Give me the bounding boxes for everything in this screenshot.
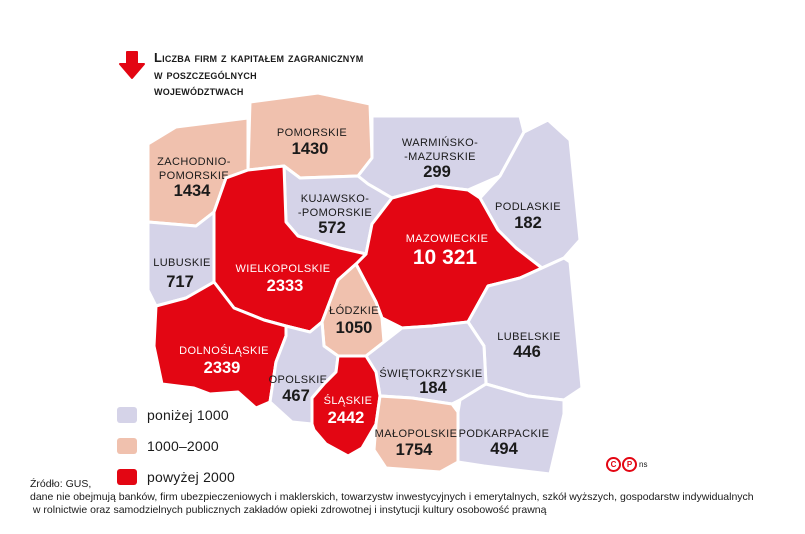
source-line-2: dane nie obejmują banków, firm ubezpiecz… [30, 491, 754, 503]
region-slaskie[interactable]: ŚLĄSKIE 2442 [310, 354, 382, 458]
region-name: WIELKOPOLSKIE [235, 263, 330, 275]
region-value: 717 [166, 273, 194, 291]
region-value: 1050 [336, 319, 373, 337]
region-value: 1754 [396, 441, 434, 459]
map-title: Liczba firm z kapitałem zagranicznym w p… [154, 50, 363, 100]
region-value: 572 [318, 219, 346, 237]
region-value: 2442 [328, 409, 365, 427]
region-pomorskie[interactable]: POMORSKIE 1430 [246, 91, 374, 180]
region-name-2: POMORSKIE [159, 170, 229, 182]
region-malopolskie[interactable]: MAŁOPOLSKIE 1754 [372, 394, 460, 474]
region-value: 2333 [267, 277, 304, 295]
region-value: 1434 [174, 182, 212, 200]
region-value: 1430 [292, 140, 329, 158]
map-legend: poniżej 1000 1000–2000 powyżej 2000 [117, 402, 235, 495]
region-name: ŚLĄSKIE [324, 394, 373, 407]
title-line-1: Liczba firm z kapitałem zagranicznym [154, 50, 364, 65]
legend-label-low: poniżej 1000 [147, 407, 229, 423]
down-arrow-icon [119, 51, 145, 79]
title-line-3: województwach [154, 83, 244, 98]
legend-label-mid: 1000–2000 [147, 438, 219, 454]
region-name: OPOLSKIE [269, 374, 328, 386]
region-name: LUBUSKIE [153, 257, 211, 269]
region-podkarpackie[interactable]: PODKARPACKIE 494 [456, 382, 566, 476]
legend-item-mid: 1000–2000 [117, 433, 235, 459]
region-value: 2339 [204, 359, 241, 377]
region-name: ŁÓDZKIE [329, 304, 379, 317]
region-name: MAZOWIECKIE [406, 233, 489, 245]
region-value: 446 [513, 343, 541, 361]
logo-suffix: ns [639, 460, 648, 469]
source-note: Źródło: GUS, dane nie obejmują banków, f… [30, 478, 754, 517]
region-name: ZACHODNIO- [157, 156, 231, 168]
source-line-1: Źródło: GUS, [30, 478, 92, 490]
region-value: 467 [282, 387, 310, 405]
legend-swatch-mid [117, 438, 137, 454]
legend-swatch-high [117, 469, 137, 485]
legend-label-high: powyżej 2000 [147, 469, 236, 485]
legend-item-low: poniżej 1000 [117, 402, 235, 428]
publisher-logo: C P ns [606, 457, 647, 472]
region-name: KUJAWSKO- [301, 193, 370, 205]
region-value: 184 [419, 379, 447, 397]
legend-item-high: powyżej 2000 [117, 464, 235, 490]
region-name: PODLASKIE [495, 201, 561, 213]
region-name: DOLNOŚLĄSKIE [179, 344, 269, 357]
region-warminsko-mazurskie[interactable]: WARMIŃSKO- -MAZURSKIE 299 [356, 114, 526, 200]
region-name: WARMIŃSKO- [402, 136, 478, 149]
region-name: POMORSKIE [277, 127, 347, 139]
region-name: MAŁOPOLSKIE [375, 428, 458, 440]
region-value: 299 [423, 163, 451, 181]
logo-p-mark: P [622, 457, 637, 472]
legend-swatch-low [117, 407, 137, 423]
source-line-3: w rolnictwie oraz samodzielnych publiczn… [30, 504, 547, 516]
region-name: PODKARPACKIE [459, 428, 550, 440]
region-name: ŚWIĘTOKRZYSKIE [379, 367, 482, 380]
region-value: 494 [490, 440, 518, 458]
region-value: 10 321 [413, 246, 478, 269]
region-name-2: -POMORSKIE [298, 207, 372, 219]
region-name-2: -MAZURSKIE [404, 151, 476, 163]
region-name: LUBELSKIE [497, 331, 561, 343]
region-value: 182 [514, 214, 542, 232]
title-line-2: w poszczególnych [154, 66, 257, 82]
logo-c-mark: C [606, 457, 621, 472]
